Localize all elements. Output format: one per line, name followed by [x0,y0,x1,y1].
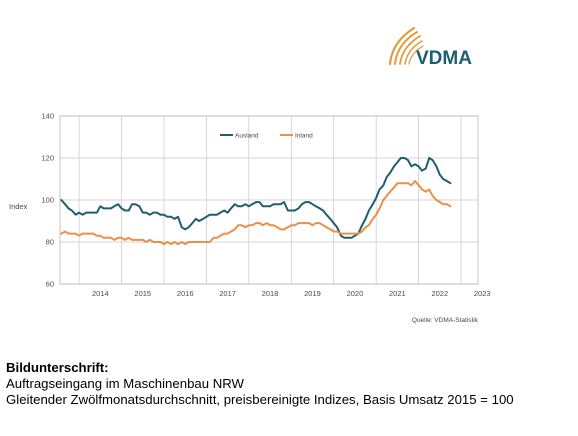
caption-line-1: Auftragseingang im Maschinenbau NRW [6,376,244,391]
y-tick-labels: 60 80 100 120 140 [41,112,54,289]
x-tick-label: 2019 [304,289,321,298]
logo-swoosh-icon [388,26,424,66]
y-tick-label: 120 [41,154,54,163]
x-tick-labels: 2014 2015 2016 2017 2018 2019 2020 2021 2022 2023 [92,289,491,298]
vdma-logo: VDMA [388,26,472,69]
x-tick-label: 2017 [219,289,236,298]
x-tick-label: 2023 [474,289,491,298]
logo-text: VDMA [416,48,472,69]
caption: Bildunterschrift: Auftragseingang im Mas… [6,360,576,408]
legend-label-inland: Inland [295,133,313,140]
caption-line-2: Gleitender Zwölfmonatsdurchschnitt, prei… [6,392,514,407]
y-tick-label: 100 [41,196,54,205]
series-line-inland [60,180,452,246]
series-line-ausland [60,157,452,239]
x-tick-label: 2021 [389,289,406,298]
legend-label-ausland: Ausland [235,133,259,140]
source-note: Quelle: VDMA-Statistik [412,317,479,324]
series-layer [60,157,452,246]
y-tick-label: 80 [46,238,54,247]
x-tick-label: 2018 [262,289,279,298]
x-tick-label: 2014 [92,289,109,298]
y-tick-label: 140 [41,112,54,121]
x-tick-label: 2016 [177,289,194,298]
y-axis-label: Index [9,202,28,211]
x-tick-label: 2020 [347,289,364,298]
chart-grid [60,115,478,285]
y-tick-label: 60 [46,280,54,289]
caption-heading: Bildunterschrift: [6,360,109,375]
plot-frame [59,115,479,285]
legend: Ausland Inland [220,133,313,140]
x-tick-label: 2022 [431,289,448,298]
x-tick-label: 2015 [134,289,151,298]
